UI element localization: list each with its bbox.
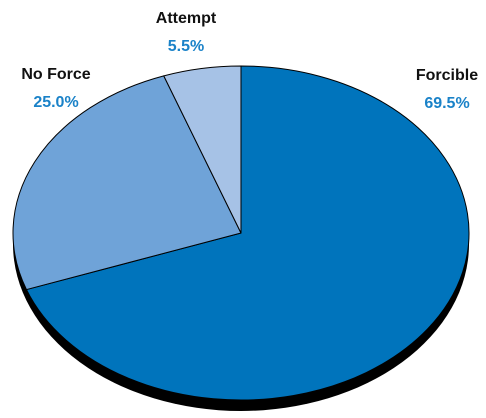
slice-label-attempt: Attempt bbox=[156, 10, 217, 27]
pie-slice-attempt bbox=[163, 65, 242, 234]
slice-label-forcible: Forcible bbox=[416, 67, 478, 84]
pie-slice-forcible bbox=[25, 65, 470, 401]
pie-slices bbox=[12, 65, 470, 401]
pie-labels: Forcible 69.5% No Force 25.0% Attempt 5.5% bbox=[21, 10, 478, 112]
slice-label-no-force: No Force bbox=[21, 66, 90, 83]
pie-slice-no-force bbox=[12, 75, 242, 291]
slice-value-forcible: 69.5% bbox=[424, 95, 469, 112]
slice-value-no-force: 25.0% bbox=[33, 94, 78, 111]
slice-value-attempt: 5.5% bbox=[168, 38, 204, 55]
